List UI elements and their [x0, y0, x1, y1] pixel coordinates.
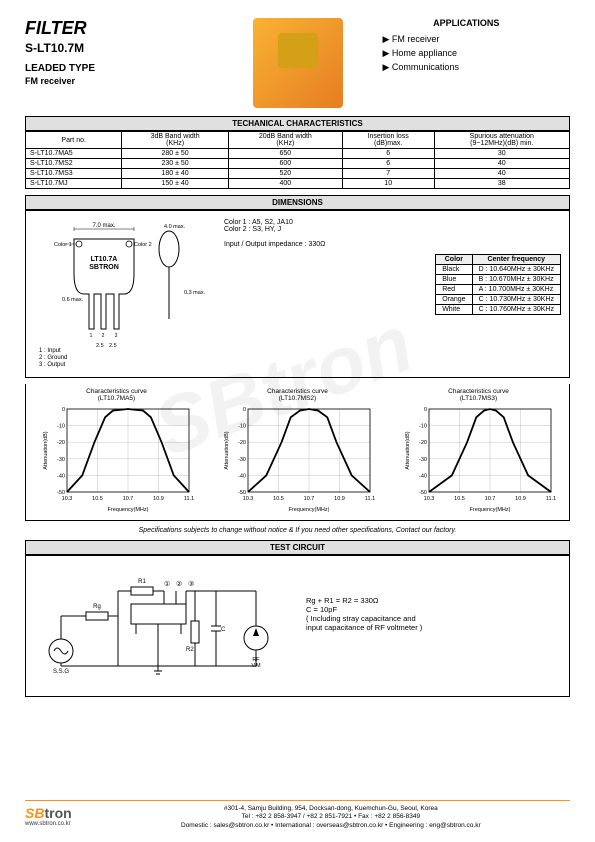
svg-text:0.3 max.: 0.3 max. — [184, 290, 206, 296]
svg-text:10.9: 10.9 — [334, 496, 345, 502]
svg-text:Frequency(MHz): Frequency(MHz) — [470, 507, 511, 513]
svg-text:-10: -10 — [57, 424, 65, 430]
svg-text:③: ③ — [188, 580, 194, 588]
dimension-drawing: 7.0 max. LT10.7A SBTRON Color 1 Color 2 … — [34, 219, 214, 369]
svg-text:2: 2 — [102, 333, 105, 339]
svg-text:11.1: 11.1 — [546, 496, 556, 502]
svg-text:C: C — [221, 627, 226, 633]
tech-table: Part no. 3dB Band width (KHz) 20dB Band … — [25, 131, 570, 189]
svg-text:LT10.7A: LT10.7A — [91, 256, 118, 263]
fm-receiver-label: FM receiver — [25, 76, 233, 86]
svg-text:-30: -30 — [238, 457, 246, 463]
svg-text:2 : Ground: 2 : Ground — [39, 355, 67, 361]
svg-text:4.0 max.: 4.0 max. — [164, 224, 186, 230]
svg-text:-10: -10 — [419, 424, 427, 430]
test-title: TEST CIRCUIT — [25, 540, 570, 555]
svg-text:10.3: 10.3 — [424, 496, 435, 502]
svg-text:10.9: 10.9 — [153, 496, 164, 502]
dimensions-title: DIMENSIONS — [25, 195, 570, 210]
svg-text:-40: -40 — [57, 473, 65, 479]
svg-text:7.0 max.: 7.0 max. — [92, 223, 115, 229]
svg-text:10.9: 10.9 — [515, 496, 526, 502]
svg-text:Rg: Rg — [93, 604, 101, 610]
svg-text:-30: -30 — [57, 457, 65, 463]
svg-text:②: ② — [176, 580, 182, 588]
test-info: Rg + R1 = R2 = 330Ω C = 10pF ( Including… — [306, 566, 559, 686]
applications-list: ▶ FM receiver ▶ Home appliance ▶ Communi… — [383, 34, 571, 73]
svg-text:-40: -40 — [419, 473, 427, 479]
applications-title: APPLICATIONS — [363, 18, 571, 28]
color-table: ColorCenter frequency BlackD : 10.640MHz… — [435, 254, 561, 315]
svg-text:1 : Input: 1 : Input — [39, 348, 61, 354]
footer: SBtron www.sbtron.co.kr #301-4, Samju Bu… — [25, 800, 570, 830]
svg-text:V.M: V.M — [251, 663, 261, 669]
logo: SBtron — [25, 805, 72, 821]
lead-type: LEADED TYPE — [25, 63, 233, 74]
svg-text:Frequency(MHz): Frequency(MHz) — [289, 507, 330, 513]
svg-text:10.5: 10.5 — [454, 496, 465, 502]
svg-text:10.5: 10.5 — [273, 496, 284, 502]
svg-text:10.3: 10.3 — [62, 496, 73, 502]
svg-text:0: 0 — [424, 407, 427, 413]
chart-ms3: Characteristics curve (LT10.7MS3) 0-10-2… — [401, 388, 556, 516]
svg-text:R2: R2 — [186, 647, 194, 653]
charts-container: Characteristics curve (LT10.7MA5) 0-10-2… — [25, 384, 570, 521]
svg-text:10.5: 10.5 — [92, 496, 103, 502]
svg-text:Attenuation(dB): Attenuation(dB) — [224, 431, 230, 469]
svg-text:11.1: 11.1 — [184, 496, 194, 502]
chart-ms2: Characteristics curve (LT10.7MS2) 0-10-2… — [220, 388, 375, 516]
table-row: S-LT10.7MA5280 ± 50650630 — [26, 149, 570, 159]
svg-text:Attenuation(dB): Attenuation(dB) — [405, 431, 411, 469]
svg-text:Frequency(MHz): Frequency(MHz) — [108, 507, 149, 513]
page-title: FILTER — [25, 18, 233, 39]
svg-text:10.7: 10.7 — [304, 496, 315, 502]
test-circuit: S.S.G Rg R1 ① ② ③ — [36, 566, 286, 686]
table-row: S-LT10.7MJ150 ± 404001038 — [26, 179, 570, 189]
svg-text:2.5: 2.5 — [96, 343, 104, 349]
svg-text:-20: -20 — [419, 440, 427, 446]
svg-text:-20: -20 — [238, 440, 246, 446]
svg-text:S.S.G: S.S.G — [53, 669, 69, 675]
svg-text:-10: -10 — [238, 424, 246, 430]
svg-text:10.7: 10.7 — [123, 496, 134, 502]
svg-text:1: 1 — [90, 333, 93, 339]
svg-text:2.5: 2.5 — [109, 343, 117, 349]
table-row: Part no. 3dB Band width (KHz) 20dB Band … — [26, 132, 570, 149]
product-image — [253, 18, 343, 108]
svg-text:3: 3 — [115, 333, 118, 339]
svg-text:0.6 max.: 0.6 max. — [62, 297, 84, 303]
svg-text:SBTRON: SBTRON — [89, 264, 119, 271]
table-row: S-LT10.7MS3180 ± 40520740 — [26, 169, 570, 179]
svg-text:10.7: 10.7 — [485, 496, 496, 502]
part-subtitle: S-LT10.7M — [25, 41, 233, 55]
table-row: S-LT10.7MS2230 ± 50600640 — [26, 159, 570, 169]
svg-text:①: ① — [164, 580, 170, 588]
tech-title: TECHANICAL CHARACTERISTICS — [25, 116, 570, 131]
svg-text:Color 1: Color 1 — [54, 242, 72, 248]
svg-text:0: 0 — [243, 407, 246, 413]
svg-text:0: 0 — [62, 407, 65, 413]
dimension-info: Color 1 : A5, S2, JA10 Color 2 : S3, HY,… — [224, 219, 561, 369]
chart-ma5: Characteristics curve (LT10.7MA5) 0-10-2… — [39, 388, 194, 516]
svg-text:-30: -30 — [419, 457, 427, 463]
svg-text:11.1: 11.1 — [365, 496, 375, 502]
svg-text:Attenuation(dB): Attenuation(dB) — [43, 431, 49, 469]
svg-text:-20: -20 — [57, 440, 65, 446]
svg-text:3 : Output: 3 : Output — [39, 362, 66, 368]
svg-text:-40: -40 — [238, 473, 246, 479]
spec-note: Specifications subjects to change withou… — [25, 527, 570, 534]
svg-text:R1: R1 — [138, 579, 146, 585]
svg-text:10.3: 10.3 — [243, 496, 254, 502]
svg-text:Color 2: Color 2 — [134, 242, 152, 248]
